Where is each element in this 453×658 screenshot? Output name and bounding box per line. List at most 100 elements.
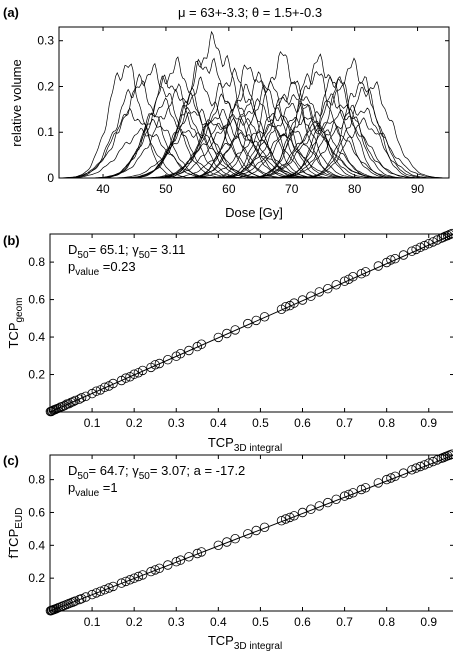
panel-a-histogram: (a) μ = 63+-3.3; θ = 1.5+-0.3 40 50 60 70 80… [3,5,450,220]
panel-c-y-ticks: 0.2 0.4 0.6 0.8 [28,473,453,585]
panel-a-y-ticks: 0 0.1 0.2 0.3 [37,34,449,185]
data-point [184,345,194,356]
x-tick-label: 0.2 [126,615,143,629]
y-tick-label: 0.8 [28,473,45,487]
panel-b-scatter: (b) 0.1 0.2 0.3 0.4 0.5 0.6 0.7 0.8 0.9 0.20.40.… [3,228,453,454]
x-tick-label: 0.5 [252,416,269,430]
data-point [432,455,442,465]
dvh-curve [62,62,251,179]
data-point [81,592,91,602]
panel-c-y-axis-label-sub: EUD [14,508,25,529]
data-point [411,463,421,473]
panel-b-axes-box [49,233,453,413]
data-point [129,369,139,379]
panel-c-annotation-line2: pvalue =1 [68,480,118,499]
data-point [348,272,358,282]
panel-a-x-axis-label: Dose [Gy] [225,205,283,220]
data-point [281,514,291,524]
x-tick-label: 70 [285,182,299,196]
data-point [230,534,240,544]
data-point [251,525,261,536]
dvh-curve [217,130,366,179]
data-point [108,581,118,592]
data-point [314,287,325,297]
data-point [447,449,453,459]
data-point [306,291,316,301]
panel-b-annotation-line1: D50= 65.1; γ50= 3.11 [68,242,185,261]
y-tick-label: 0.1 [37,125,54,139]
data-point [411,244,421,255]
data-point [116,578,127,588]
panel-b-x-axis-label: TCP3D integral [208,435,282,454]
data-point [91,386,102,396]
data-point [222,537,232,547]
data-point [129,573,139,583]
annotation-text: =1 [99,480,117,495]
data-point [74,394,85,404]
dvh-curve [81,88,283,179]
y-tick-label: 0.4 [28,330,45,344]
data-point [137,365,148,376]
panel-b-points [45,228,453,417]
panel-b-x-axis-label-sub: 3D integral [234,443,282,454]
data-point [390,471,400,482]
data-point [289,511,299,521]
panel-c-scatter: (c) 0.1 0.2 0.3 0.4 0.5 0.6 0.7 0.8 0.9 0.20.40.… [3,449,453,652]
data-point [121,576,131,587]
data-point [360,267,371,277]
data-point [213,332,224,343]
data-point [306,504,316,514]
panel-c-y-axis-label-main: fTCP [6,529,21,559]
dvh-curve [142,93,308,179]
data-point [360,483,371,493]
panel-a-axes-box [58,26,450,179]
panel-c-x-axis-label: TCP3D integral [208,633,282,652]
data-point [192,548,203,559]
data-point [150,360,160,370]
annotation-subscript: 50 [77,250,89,261]
data-point [59,600,70,611]
panel-c-x-axis-label-main: TCP [208,633,234,648]
data-point [154,563,165,574]
dvh-curve [62,63,190,179]
data-point [104,583,114,593]
annotation-text: = 64.7; [89,463,133,478]
annotation-text: γ [132,242,139,257]
annotation-text: p [68,480,75,495]
x-tick-label: 0.9 [420,416,437,430]
y-tick-label: 0.2 [28,571,45,585]
data-point [398,468,409,478]
x-tick-label: 40 [96,182,110,196]
data-point [163,355,173,365]
data-point [64,399,74,409]
data-point [222,328,232,339]
data-point [87,589,97,600]
data-point [447,228,453,239]
annotation-subscript: value [75,488,99,499]
x-tick-label: 0.6 [294,416,311,430]
dvh-curve [171,79,354,179]
dvh-curve [237,53,403,179]
data-point [436,233,447,243]
data-point [175,349,186,359]
x-tick-label: 0.1 [84,615,101,629]
data-point [314,501,325,511]
data-point [373,478,384,488]
data-point [243,318,253,329]
data-point [150,565,160,575]
data-point [95,586,106,597]
annotation-text: = 3.07; a = -17.2 [150,463,245,478]
data-point [196,339,207,349]
dvh-curve [287,81,445,179]
panel-b-annotation-line2: pvalue =0.23 [68,259,136,278]
data-point [146,566,156,577]
data-point [438,452,449,463]
data-point [196,547,207,557]
annotation-subscript: 50 [139,471,151,482]
data-point [373,261,384,271]
y-tick-label: 0.2 [28,368,45,382]
data-point [419,240,430,251]
panel-a-x-ticks: 40 50 60 70 80 90 [96,27,425,196]
dvh-curve [208,50,356,179]
panel-c-x-axis-label-sub: 3D integral [234,641,282,652]
